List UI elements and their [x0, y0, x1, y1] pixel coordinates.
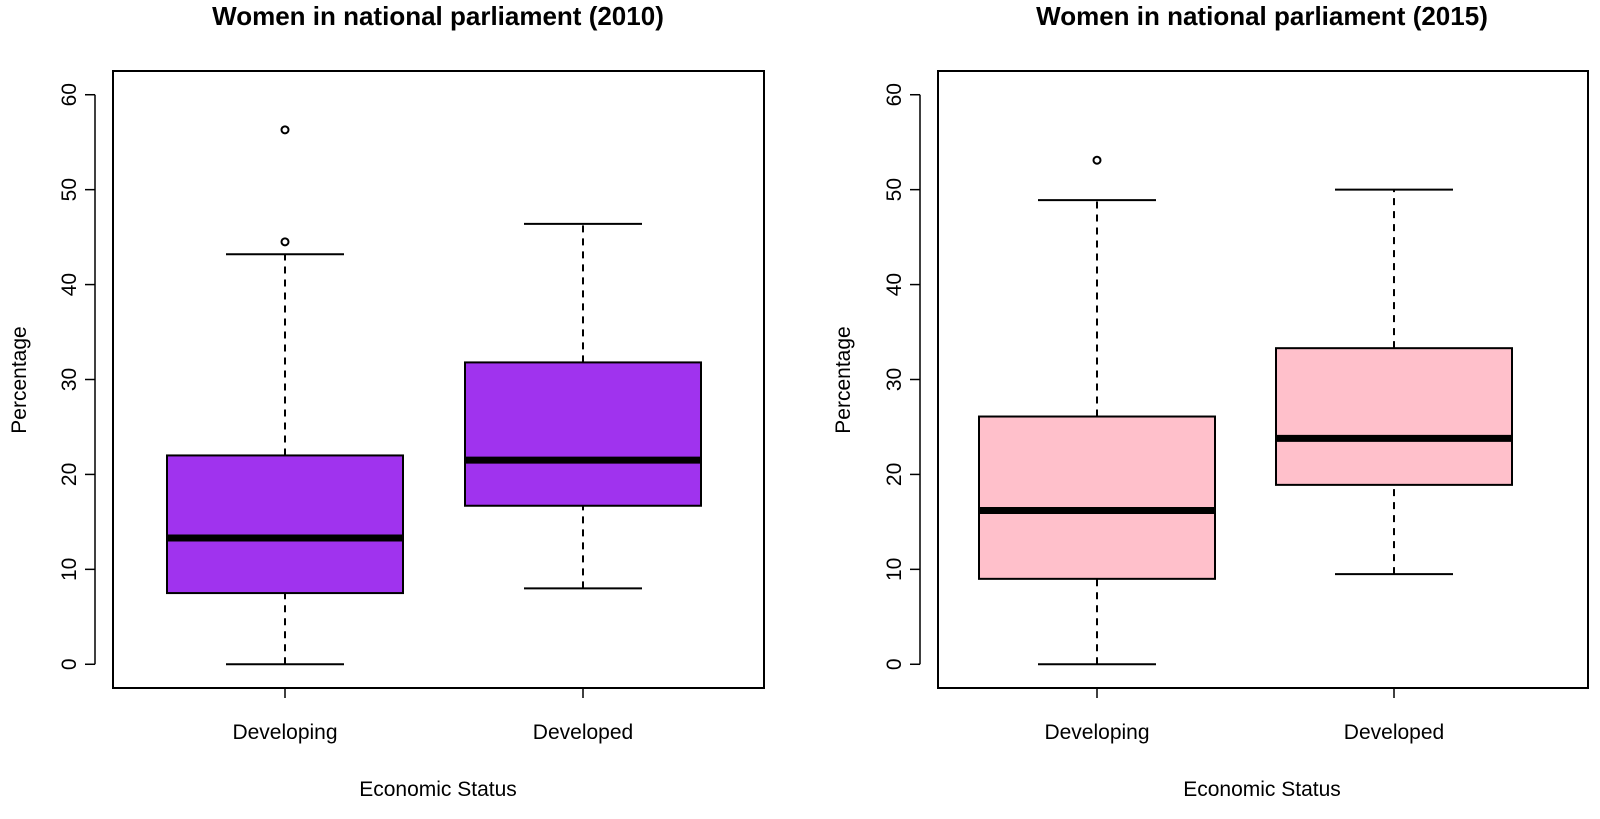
panel-2015: Women in national parliament (2015) Econ… [832, 1, 1589, 801]
x-tick-label: Developed [533, 721, 633, 744]
box-developing [166, 125, 404, 666]
y-tick-label: 10 [58, 558, 81, 581]
chart-title: Women in national parliament (2015) [1036, 1, 1488, 31]
y-tick-label: 30 [58, 368, 81, 391]
interquartile-box [464, 361, 702, 507]
y-tick-label: 10 [883, 558, 906, 581]
x-tick-label: Developing [1044, 721, 1149, 744]
x-tick-label: Developed [1344, 721, 1444, 744]
y-tick-label: 40 [58, 273, 81, 296]
y-tick-label: 60 [58, 83, 81, 106]
interquartile-box [978, 415, 1216, 580]
outlier-point [280, 237, 290, 247]
box-developed [464, 222, 702, 590]
outlier-point [280, 125, 290, 135]
interquartile-box [1275, 347, 1513, 486]
interquartile-box [166, 454, 404, 595]
y-axis-label: Percentage [8, 326, 31, 433]
y-tick-label: 50 [58, 178, 81, 201]
y-tick-label: 40 [883, 273, 906, 296]
x-axis: Developing Developed [1044, 687, 1444, 744]
box-developed [1275, 188, 1513, 576]
y-tick-label: 20 [58, 463, 81, 486]
y-axis-label: Percentage [832, 326, 855, 433]
y-tick-label: 20 [883, 463, 906, 486]
y-tick-label: 30 [883, 368, 906, 391]
box-developing [978, 155, 1216, 666]
chart-title: Women in national parliament (2010) [212, 1, 664, 31]
outlier-point [1092, 155, 1102, 165]
x-tick-label: Developing [232, 721, 337, 744]
y-tick-label: 50 [883, 178, 906, 201]
box-marks [978, 155, 1513, 666]
panel-2010: Women in national parliament (2010) Econ… [8, 1, 765, 801]
y-tick-label: 0 [883, 658, 906, 670]
x-axis-label: Economic Status [359, 778, 517, 801]
y-axis: 0 10 20 30 40 50 60 [58, 83, 96, 670]
box-marks [166, 125, 702, 666]
y-tick-label: 0 [58, 658, 81, 670]
x-axis: Developing Developed [232, 687, 633, 744]
y-axis: 0 10 20 30 40 50 60 [883, 83, 921, 670]
x-axis-label: Economic Status [1183, 778, 1341, 801]
y-tick-label: 60 [883, 83, 906, 106]
